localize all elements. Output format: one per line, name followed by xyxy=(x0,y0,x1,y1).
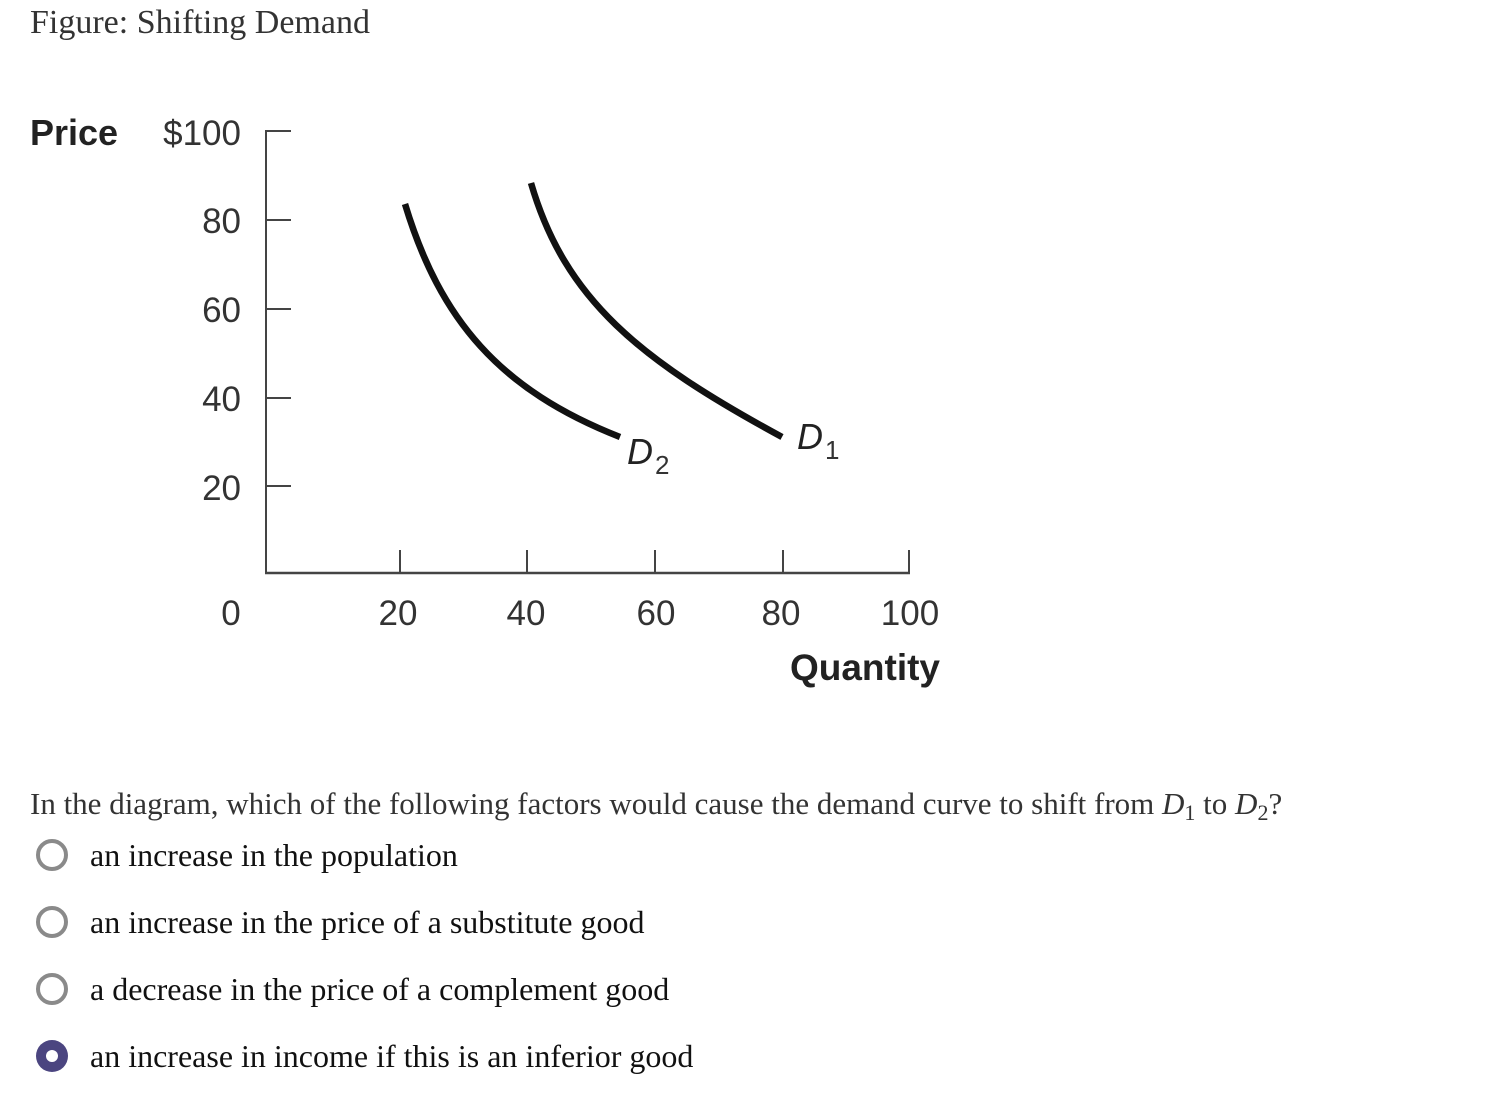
demand-chart: Price $100 80 60 40 20 0 20 40 60 80 100… xyxy=(30,112,940,688)
y-tick-label-60: 60 xyxy=(202,291,241,330)
x-tick-label-60: 60 xyxy=(637,594,676,633)
x-axis-title: Quantity xyxy=(790,647,940,688)
demand-curve-d1 xyxy=(527,182,784,440)
y-axis-title: Price xyxy=(30,112,118,153)
curve-label-d2: D 2 xyxy=(627,431,669,480)
chart-axes xyxy=(265,130,910,575)
question-to-sub: 2 xyxy=(1257,800,1269,825)
x-tick-label-20: 20 xyxy=(379,594,418,633)
option-income-increase-inferior-good[interactable]: an increase in income if this is an infe… xyxy=(36,1034,693,1078)
option-label: a decrease in the price of a complement … xyxy=(90,970,670,1007)
curve-label-d1-sub: 1 xyxy=(825,435,839,465)
option-label: an increase in income if this is an infe… xyxy=(90,1037,694,1074)
curve-label-d1-letter: D xyxy=(797,416,823,457)
y-tick-label-20: 20 xyxy=(202,469,241,508)
question-text: In the diagram, which of the following f… xyxy=(30,786,1282,826)
y-tick-label-100: $100 xyxy=(163,114,241,153)
radio-checked-icon[interactable] xyxy=(36,1040,68,1072)
x-tick-label-80: 80 xyxy=(762,594,801,633)
y-tick-label-80: 80 xyxy=(202,202,241,241)
x-tick-label-100: 100 xyxy=(881,594,939,633)
demand-curve-d2 xyxy=(401,203,622,441)
answer-options: an increase in the population an increas… xyxy=(36,833,693,1101)
question-suffix: ? xyxy=(1268,786,1283,821)
question-middle: to xyxy=(1195,786,1236,821)
curve-label-d1: D 1 xyxy=(797,416,839,465)
y-tick-label-40: 40 xyxy=(202,380,241,419)
figure-title: Figure: Shifting Demand xyxy=(30,4,370,41)
x-tick-label-40: 40 xyxy=(507,594,546,633)
curve-label-d2-letter: D xyxy=(627,431,653,472)
question-to-letter: D xyxy=(1235,786,1258,821)
radio-unchecked-icon[interactable] xyxy=(36,839,68,871)
curve-label-d2-sub: 2 xyxy=(655,450,669,480)
question-prefix: In the diagram, which of the following f… xyxy=(30,786,1163,821)
origin-label: 0 xyxy=(221,594,240,633)
option-complement-price-decrease[interactable]: a decrease in the price of a complement … xyxy=(36,967,693,1011)
option-increase-population[interactable]: an increase in the population xyxy=(36,833,693,877)
option-label: an increase in the population xyxy=(90,836,458,873)
option-substitute-price-increase[interactable]: an increase in the price of a substitute… xyxy=(36,900,693,944)
option-label: an increase in the price of a substitute… xyxy=(90,903,645,940)
question-from-letter: D xyxy=(1162,786,1185,821)
question-from-sub: 1 xyxy=(1184,800,1196,825)
radio-unchecked-icon[interactable] xyxy=(36,906,68,938)
radio-unchecked-icon[interactable] xyxy=(36,973,68,1005)
